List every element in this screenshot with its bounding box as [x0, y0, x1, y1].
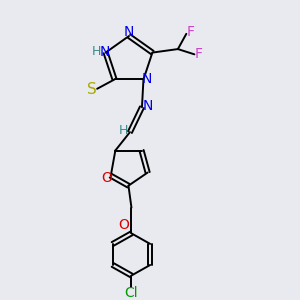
Text: N: N — [100, 45, 110, 59]
Text: F: F — [195, 47, 203, 61]
Text: N: N — [142, 99, 152, 113]
Text: F: F — [187, 25, 194, 39]
Text: S: S — [87, 82, 97, 98]
Text: O: O — [118, 218, 129, 232]
Text: N: N — [142, 71, 152, 85]
Text: N: N — [124, 26, 134, 40]
Text: Cl: Cl — [124, 286, 138, 300]
Text: H: H — [91, 45, 101, 58]
Text: H: H — [119, 124, 128, 137]
Text: O: O — [101, 171, 112, 185]
